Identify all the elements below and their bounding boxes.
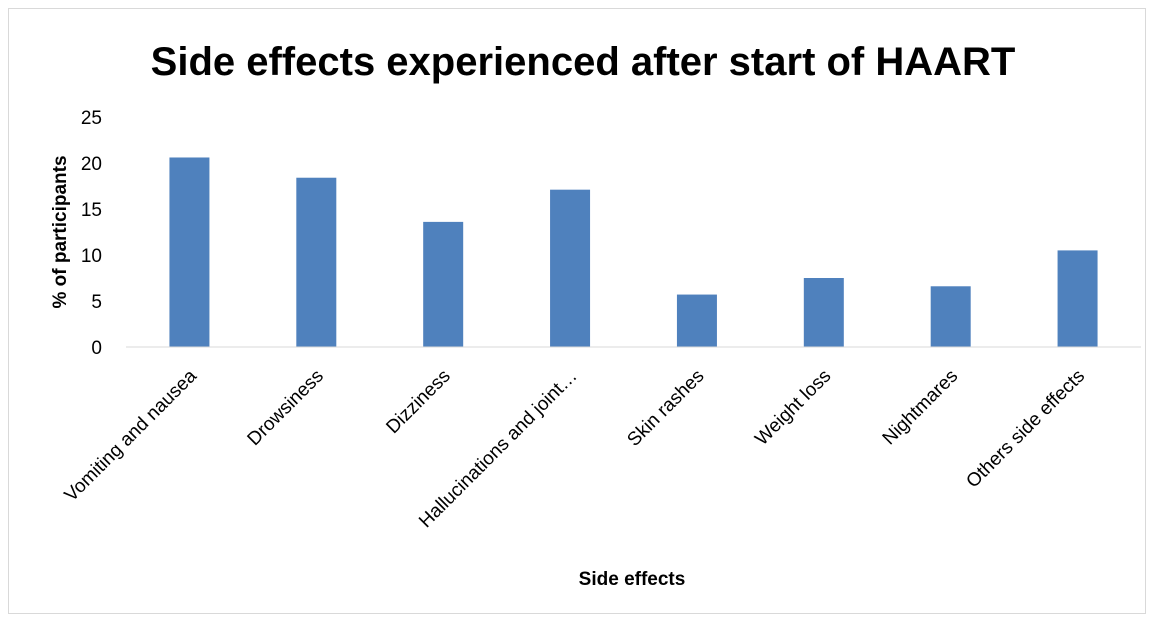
y-tick-label: 0 (91, 338, 102, 359)
x-tick-label: Nightmares (879, 366, 963, 450)
x-tick-label: Others side effects (962, 366, 1089, 493)
x-tick-label: Skin rashes (623, 366, 708, 451)
chart-title: Side effects experienced after start of … (151, 40, 1016, 84)
bar (930, 286, 971, 347)
x-tick-label: Vomiting and nausea (61, 365, 202, 506)
x-tick-label: Weight loss (751, 366, 835, 450)
bar (169, 157, 210, 347)
bar (803, 278, 844, 347)
bars (169, 157, 1098, 347)
bar (550, 189, 591, 347)
bar (1057, 250, 1098, 347)
y-tick-label: 10 (81, 246, 102, 267)
y-axis-title: % of participants (50, 155, 71, 308)
x-tick-label: Drowsiness (244, 366, 328, 450)
x-axis-title: Side effects (579, 569, 686, 590)
y-tick-label: 20 (81, 154, 102, 175)
bar (296, 177, 337, 347)
y-tick-label: 15 (81, 200, 102, 221)
y-axis-ticks: 0 5 10 15 20 25 (81, 108, 102, 359)
y-tick-label: 25 (81, 108, 102, 129)
bar (676, 294, 717, 347)
x-axis-labels: Vomiting and nausea Drowsiness DizzinessHa… (61, 365, 1089, 532)
bar (423, 221, 464, 347)
y-tick-label: 5 (91, 292, 102, 313)
x-tick-label: Dizziness (382, 366, 454, 438)
